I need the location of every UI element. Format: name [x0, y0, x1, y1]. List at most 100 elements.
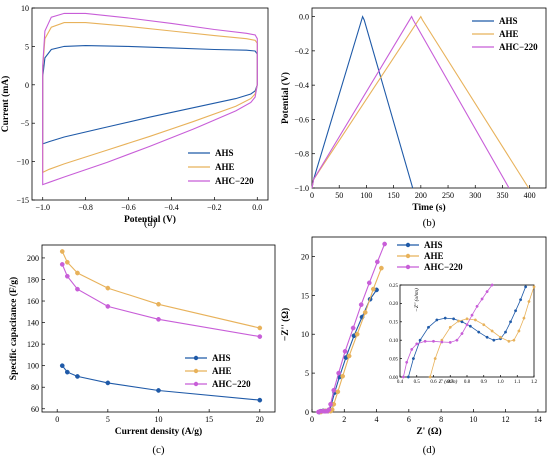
- series-line: [311, 15, 530, 189]
- x-tick-label: 10: [469, 415, 477, 424]
- data-point: [448, 340, 452, 344]
- plot-frame: [31, 7, 269, 201]
- legend-marker: [405, 242, 411, 248]
- data-point: [59, 363, 65, 369]
- data-point: [485, 335, 489, 339]
- data-point: [455, 338, 459, 342]
- data-point: [64, 273, 70, 279]
- x-tick-label: 1.0: [497, 380, 504, 385]
- data-point: [257, 397, 263, 403]
- data-point: [423, 339, 427, 343]
- legend-marker: [405, 264, 411, 270]
- x-axis-label: Potential (V): [124, 214, 176, 225]
- data-point: [465, 323, 469, 327]
- y-tick-label: −1.0: [294, 184, 309, 193]
- x-tick-label: 0.7: [447, 380, 454, 385]
- data-point: [475, 304, 479, 308]
- data-point: [405, 360, 409, 364]
- data-point: [257, 325, 263, 331]
- data-point: [75, 374, 80, 379]
- y-tick-label: 5: [25, 42, 29, 51]
- data-point: [64, 259, 70, 265]
- legend-label: AHC−220: [424, 262, 463, 272]
- y-axis-label: −Z'' (Ω): [280, 308, 291, 341]
- data-point: [460, 332, 464, 336]
- plot-frame: [311, 236, 547, 413]
- data-point: [75, 270, 80, 276]
- x-tick-label: 0: [310, 191, 314, 200]
- x-axis-label: Current density (A/g): [115, 426, 202, 437]
- x-tick-label: 300: [469, 191, 481, 200]
- x-tick-label: 0.9: [481, 380, 488, 385]
- data-point: [504, 330, 507, 334]
- x-tick-label: 1.1: [514, 380, 521, 385]
- data-point: [382, 241, 387, 247]
- x-tick-label: 10: [155, 415, 163, 424]
- data-point: [156, 388, 161, 393]
- legend-label: AHE: [499, 29, 519, 39]
- data-point: [522, 316, 526, 320]
- y-tick-label: −0.8: [294, 150, 309, 159]
- data-point: [514, 309, 518, 313]
- data-point: [105, 304, 111, 309]
- x-tick-label: 14: [534, 415, 542, 424]
- y-tick-label: 15: [301, 291, 309, 300]
- y-tick-label: 0.0: [299, 13, 309, 22]
- x-tick-label: 6: [407, 415, 411, 424]
- series-line: [311, 15, 510, 189]
- x-tick-label: 12: [502, 415, 510, 424]
- plot-frame: [311, 7, 547, 189]
- data-point: [512, 338, 516, 342]
- data-point: [410, 347, 414, 351]
- x-tick-label: 2: [342, 415, 346, 424]
- data-point: [527, 300, 531, 304]
- y-tick-label: 160: [27, 297, 39, 306]
- x-tick-label: 20: [256, 415, 264, 424]
- legend-label: AHC−220: [212, 379, 251, 389]
- y-tick-label: 80: [31, 383, 39, 392]
- x-tick-label: −0.8: [78, 203, 93, 212]
- legend-label: AHC−220: [499, 42, 538, 52]
- data-point: [465, 317, 469, 321]
- data-point: [257, 334, 263, 339]
- data-point: [440, 340, 444, 344]
- data-point: [507, 339, 511, 343]
- y-tick-label: 140: [27, 319, 39, 328]
- data-point: [477, 330, 481, 334]
- series-line: [403, 284, 493, 378]
- x-tick-label: 400: [524, 191, 536, 200]
- x-tick-label: 50: [335, 191, 343, 200]
- y-tick-label: 100: [27, 362, 39, 371]
- data-point: [375, 259, 380, 265]
- data-point: [415, 342, 419, 346]
- y-tick-label: 5: [305, 369, 309, 378]
- data-point: [427, 325, 430, 329]
- legend-label: AHS: [215, 148, 234, 158]
- legend-marker: [193, 368, 199, 374]
- y-axis-label: Potential (V): [280, 72, 291, 124]
- data-point: [519, 298, 523, 302]
- data-point: [418, 338, 422, 342]
- data-point: [406, 375, 410, 379]
- x-tick-label: 0.0: [252, 203, 262, 212]
- x-tick-label: 0.8: [464, 380, 471, 385]
- x-tick-label: 4: [375, 415, 379, 424]
- data-point: [517, 329, 521, 333]
- x-tick-label: 200: [415, 191, 427, 200]
- data-point: [433, 357, 437, 361]
- data-point: [331, 387, 337, 393]
- data-point: [342, 348, 348, 354]
- plot-frame: [399, 284, 535, 378]
- data-point: [482, 323, 486, 327]
- data-point: [340, 373, 346, 379]
- data-point: [432, 339, 435, 343]
- series-line: [429, 286, 535, 378]
- y-tick-label: 0: [25, 81, 29, 90]
- data-point: [366, 280, 372, 286]
- panel-label: (d): [423, 444, 436, 456]
- y-tick-label: −10: [16, 158, 29, 167]
- x-tick-label: 0: [55, 415, 59, 424]
- data-point: [354, 331, 360, 337]
- legend-label: AHS: [499, 16, 518, 26]
- legend-label: AHS: [212, 353, 231, 363]
